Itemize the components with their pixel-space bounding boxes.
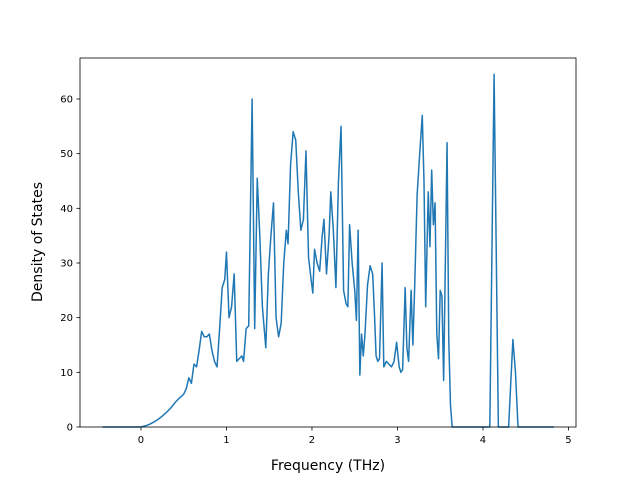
y-tick-label: 50	[60, 149, 73, 160]
data-line	[102, 73, 554, 428]
y-tick-label: 10	[60, 368, 73, 379]
y-tick-label: 60	[60, 95, 73, 106]
x-tick-label: 5	[565, 435, 571, 446]
y-tick-label: 20	[60, 313, 73, 324]
plot-frame	[79, 57, 577, 428]
x-tick-label: 0	[138, 435, 144, 446]
x-tick-label: 2	[309, 435, 315, 446]
y-tick-label: 30	[60, 259, 73, 270]
x-tick-label: 4	[480, 435, 486, 446]
y-tick-label: 40	[60, 204, 73, 215]
x-tick-label: 3	[394, 435, 400, 446]
y-tick-label: 0	[67, 423, 73, 434]
x-axis-label: Frequency (THz)	[271, 458, 385, 474]
x-tick-label: 1	[223, 435, 229, 446]
y-axis-label: Density of States	[30, 182, 46, 302]
